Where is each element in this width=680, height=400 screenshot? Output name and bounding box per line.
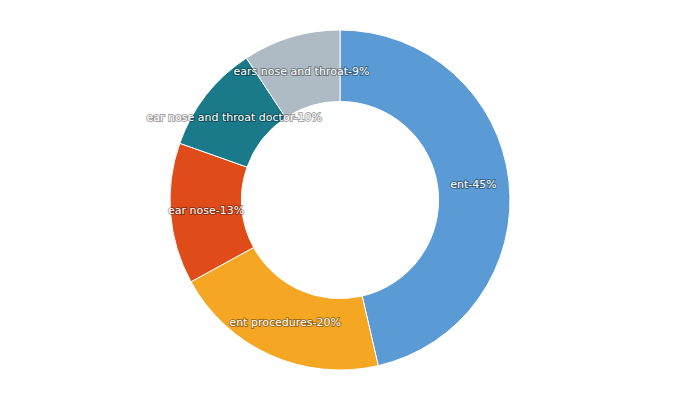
data-label: ear nose-13% [168, 204, 244, 217]
data-labels: ent-45% ent procedures-20% ear nose-13% ear… [147, 65, 497, 329]
donut: ent-45% ent procedures-20% ear nose-13% ear… [147, 30, 510, 370]
chart: ent-45% ent procedures-20% ear nose-13% ear… [0, 0, 680, 400]
data-label: ear nose and throat doctor-10% [147, 111, 322, 124]
data-label: ears nose and throat-9% [233, 65, 369, 78]
data-label: ent procedures-20% [229, 316, 341, 329]
data-label: ent-45% [450, 178, 496, 191]
slices [170, 30, 510, 370]
